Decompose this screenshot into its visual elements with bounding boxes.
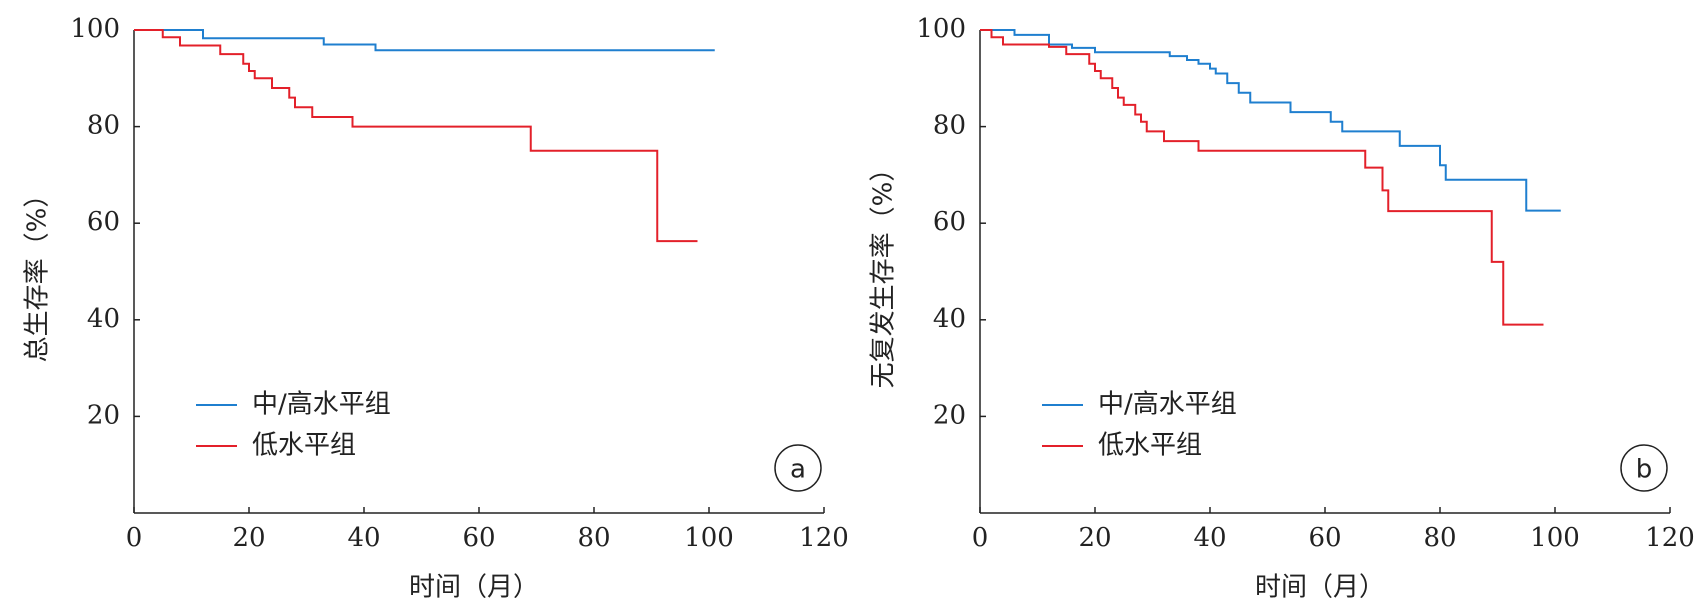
x-tick-label: 120	[799, 523, 849, 553]
panel-label: a	[790, 455, 806, 485]
survival-curve	[134, 29, 698, 243]
x-tick-label: 0	[972, 523, 989, 553]
x-tick-label: 60	[1308, 523, 1341, 553]
y-axis-label: 无复发生存率（%）	[869, 156, 899, 389]
y-tick-label: 60	[933, 207, 966, 237]
survival-curve	[980, 29, 1561, 212]
x-tick-label: 120	[1645, 523, 1695, 553]
panel-label: b	[1636, 455, 1653, 485]
x-tick-label: 40	[1193, 523, 1226, 553]
y-axis-label: 总生存率（%）	[23, 182, 53, 363]
panel-label-circle	[1620, 444, 1668, 492]
x-tick-label: 100	[1530, 523, 1580, 553]
x-tick-label: 20	[232, 523, 265, 553]
legend-label: 中/高水平组	[1098, 390, 1237, 420]
x-tick-label: 60	[462, 523, 495, 553]
legend-label: 中/高水平组	[252, 390, 391, 420]
panel: 20 40 60 80 100 0 20 40 60 80 100 120 时间（月） 总生存率（%） a 中…	[23, 14, 849, 603]
x-tick-label: 40	[347, 523, 380, 553]
x-tick-label: 20	[1078, 523, 1111, 553]
survival-curve	[980, 29, 1544, 326]
y-tick-label: 60	[87, 207, 120, 237]
legend-label: 低水平组	[252, 431, 356, 461]
y-tick-label: 40	[933, 304, 966, 334]
x-axis-label: 时间（月）	[1255, 573, 1385, 603]
y-tick-label: 100	[70, 14, 120, 44]
panel: 20 40 60 80 100 0 20 40 60 80 100 120 时间（月） 无复发生存率（%）…	[869, 14, 1695, 603]
y-tick-label: 20	[87, 400, 120, 430]
legend-label: 低水平组	[1098, 431, 1202, 461]
x-tick-label: 0	[126, 523, 143, 553]
y-tick-label: 20	[933, 400, 966, 430]
x-tick-label: 80	[1423, 523, 1456, 553]
y-tick-label: 80	[933, 111, 966, 141]
survival-curve	[134, 29, 715, 52]
y-tick-label: 80	[87, 111, 120, 141]
panel-label-circle	[774, 444, 822, 492]
x-tick-label: 80	[577, 523, 610, 553]
y-tick-label: 100	[916, 14, 966, 44]
x-tick-label: 100	[684, 523, 734, 553]
y-tick-label: 40	[87, 304, 120, 334]
x-axis-label: 时间（月）	[409, 573, 539, 603]
